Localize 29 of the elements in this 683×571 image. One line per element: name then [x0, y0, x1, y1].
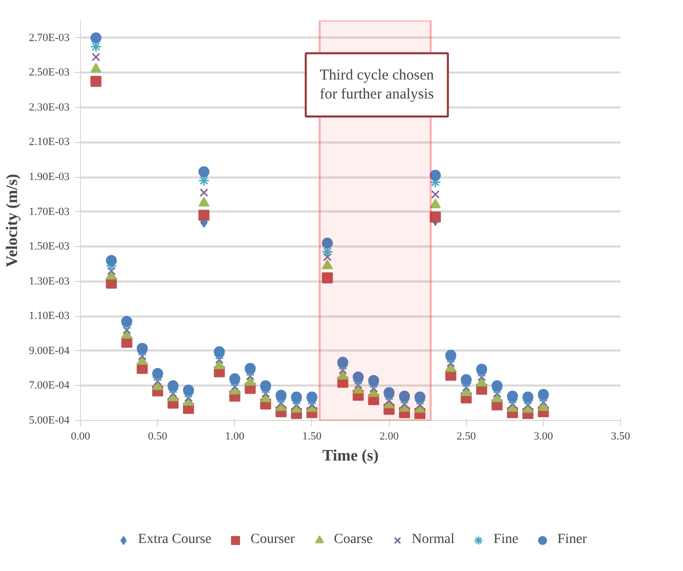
legend-label: Extra Course [138, 532, 212, 548]
x-tick-label: 2.00 [379, 430, 400, 442]
x-tick-label: 2.50 [456, 430, 476, 442]
y-tick-label: 1.70E-03 [28, 206, 70, 218]
y-tick-label: 5.00E-04 [28, 414, 70, 426]
legend-label: Courser [250, 532, 295, 548]
band-label: Third cycle chosen for further analysis [320, 67, 434, 102]
x-tick-label: 0.00 [70, 430, 91, 442]
y-tick-label: 2.70E-03 [28, 32, 70, 44]
y-tick-label: 1.50E-03 [28, 240, 70, 253]
x-tick-label: 3.50 [610, 430, 631, 442]
y-tick-label: 2.50E-03 [28, 66, 70, 79]
y-tick-label: 1.90E-03 [28, 171, 70, 184]
legend-label: Finer [557, 532, 587, 548]
y-tick-label: 7.00E-04 [28, 380, 70, 392]
x-tick-label: 1.50 [302, 430, 322, 442]
y-axis-title: Velocity (m/s) [4, 174, 21, 268]
y-tick-label: 9.00E-04 [28, 344, 70, 357]
x-tick-label: 1.00 [225, 430, 245, 442]
y-tick-label: 2.30E-03 [28, 101, 70, 114]
legend-label: Coarse [334, 532, 373, 548]
legend-label: Normal [412, 532, 455, 548]
x-tick-label: 0.50 [148, 430, 168, 442]
y-tick-label: 2.10E-03 [28, 136, 70, 148]
legend-label: Fine [494, 532, 518, 548]
x-axis-title: Time (s) [322, 448, 379, 464]
y-tick-label: 1.10E-03 [28, 310, 70, 322]
y-tick-label: 1.30E-03 [28, 275, 70, 288]
x-tick-label: 3.00 [534, 430, 554, 442]
